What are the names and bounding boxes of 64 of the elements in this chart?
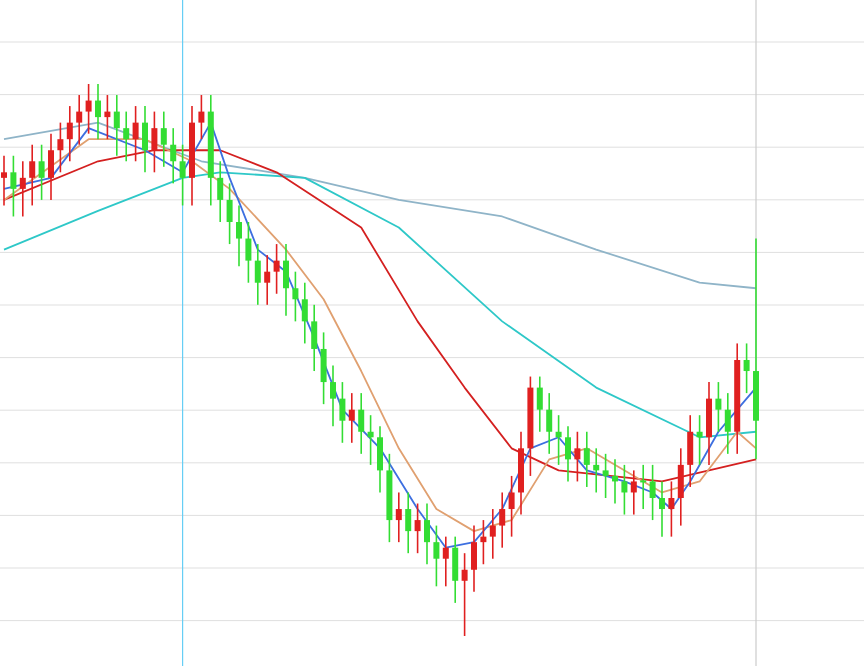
candlestick	[376, 425, 384, 494]
candlestick	[94, 83, 102, 140]
candlestick	[245, 221, 252, 284]
candlestick	[358, 392, 365, 455]
candlestick	[658, 480, 666, 538]
candlestick	[85, 83, 92, 135]
candlestick	[555, 414, 562, 466]
candlestick	[414, 502, 421, 554]
candlestick	[715, 381, 722, 433]
candlestick	[461, 552, 468, 637]
candlestick	[282, 243, 290, 317]
candlestick	[508, 475, 515, 538]
candlestick	[57, 121, 64, 174]
candlestick	[264, 254, 271, 306]
candlestick	[395, 491, 402, 543]
candlestick	[743, 342, 750, 394]
candlestick	[696, 414, 703, 466]
candlestick	[66, 105, 73, 163]
candlestick	[254, 243, 261, 306]
candlestick	[564, 425, 572, 483]
candlestick	[292, 270, 299, 323]
candlestick	[123, 110, 130, 163]
candlestick	[442, 535, 449, 588]
candlestick	[705, 381, 713, 466]
candlestick	[301, 281, 308, 345]
candlestick	[546, 392, 553, 455]
candlestick	[639, 464, 648, 510]
candlestick	[452, 535, 459, 604]
candlestick	[649, 464, 656, 521]
candlestick	[113, 94, 120, 157]
candlestick	[583, 430, 590, 488]
candlestick	[433, 524, 440, 588]
candlestick	[405, 491, 412, 554]
candlestick	[499, 491, 506, 549]
candlestick	[621, 464, 628, 516]
candlestick	[593, 447, 600, 494]
candlestick	[104, 94, 111, 140]
candlestick	[38, 143, 45, 201]
candlestick	[160, 110, 167, 168]
candlestick	[480, 519, 487, 566]
candlestick	[611, 458, 619, 505]
candlestick	[170, 127, 177, 185]
candlestick	[489, 508, 496, 560]
candlestick	[470, 524, 478, 593]
candlestick	[76, 94, 83, 146]
candlestick	[320, 331, 327, 405]
candlestick	[348, 392, 355, 444]
candlestick	[217, 160, 224, 223]
candlestick	[367, 414, 374, 466]
candlestick	[423, 502, 431, 566]
candlestick	[141, 105, 149, 174]
candlestick	[179, 143, 186, 207]
candlestick	[329, 364, 337, 428]
candlestick	[311, 304, 318, 372]
candlestick	[10, 154, 17, 218]
candlestick	[273, 243, 280, 295]
candlestick	[235, 204, 243, 267]
candlestick	[602, 453, 609, 499]
candlestick	[536, 375, 543, 433]
candlestick	[724, 392, 731, 455]
candlestick	[19, 160, 26, 218]
candlestick	[226, 182, 233, 245]
candlestick	[198, 94, 205, 140]
candlestick	[339, 381, 346, 444]
